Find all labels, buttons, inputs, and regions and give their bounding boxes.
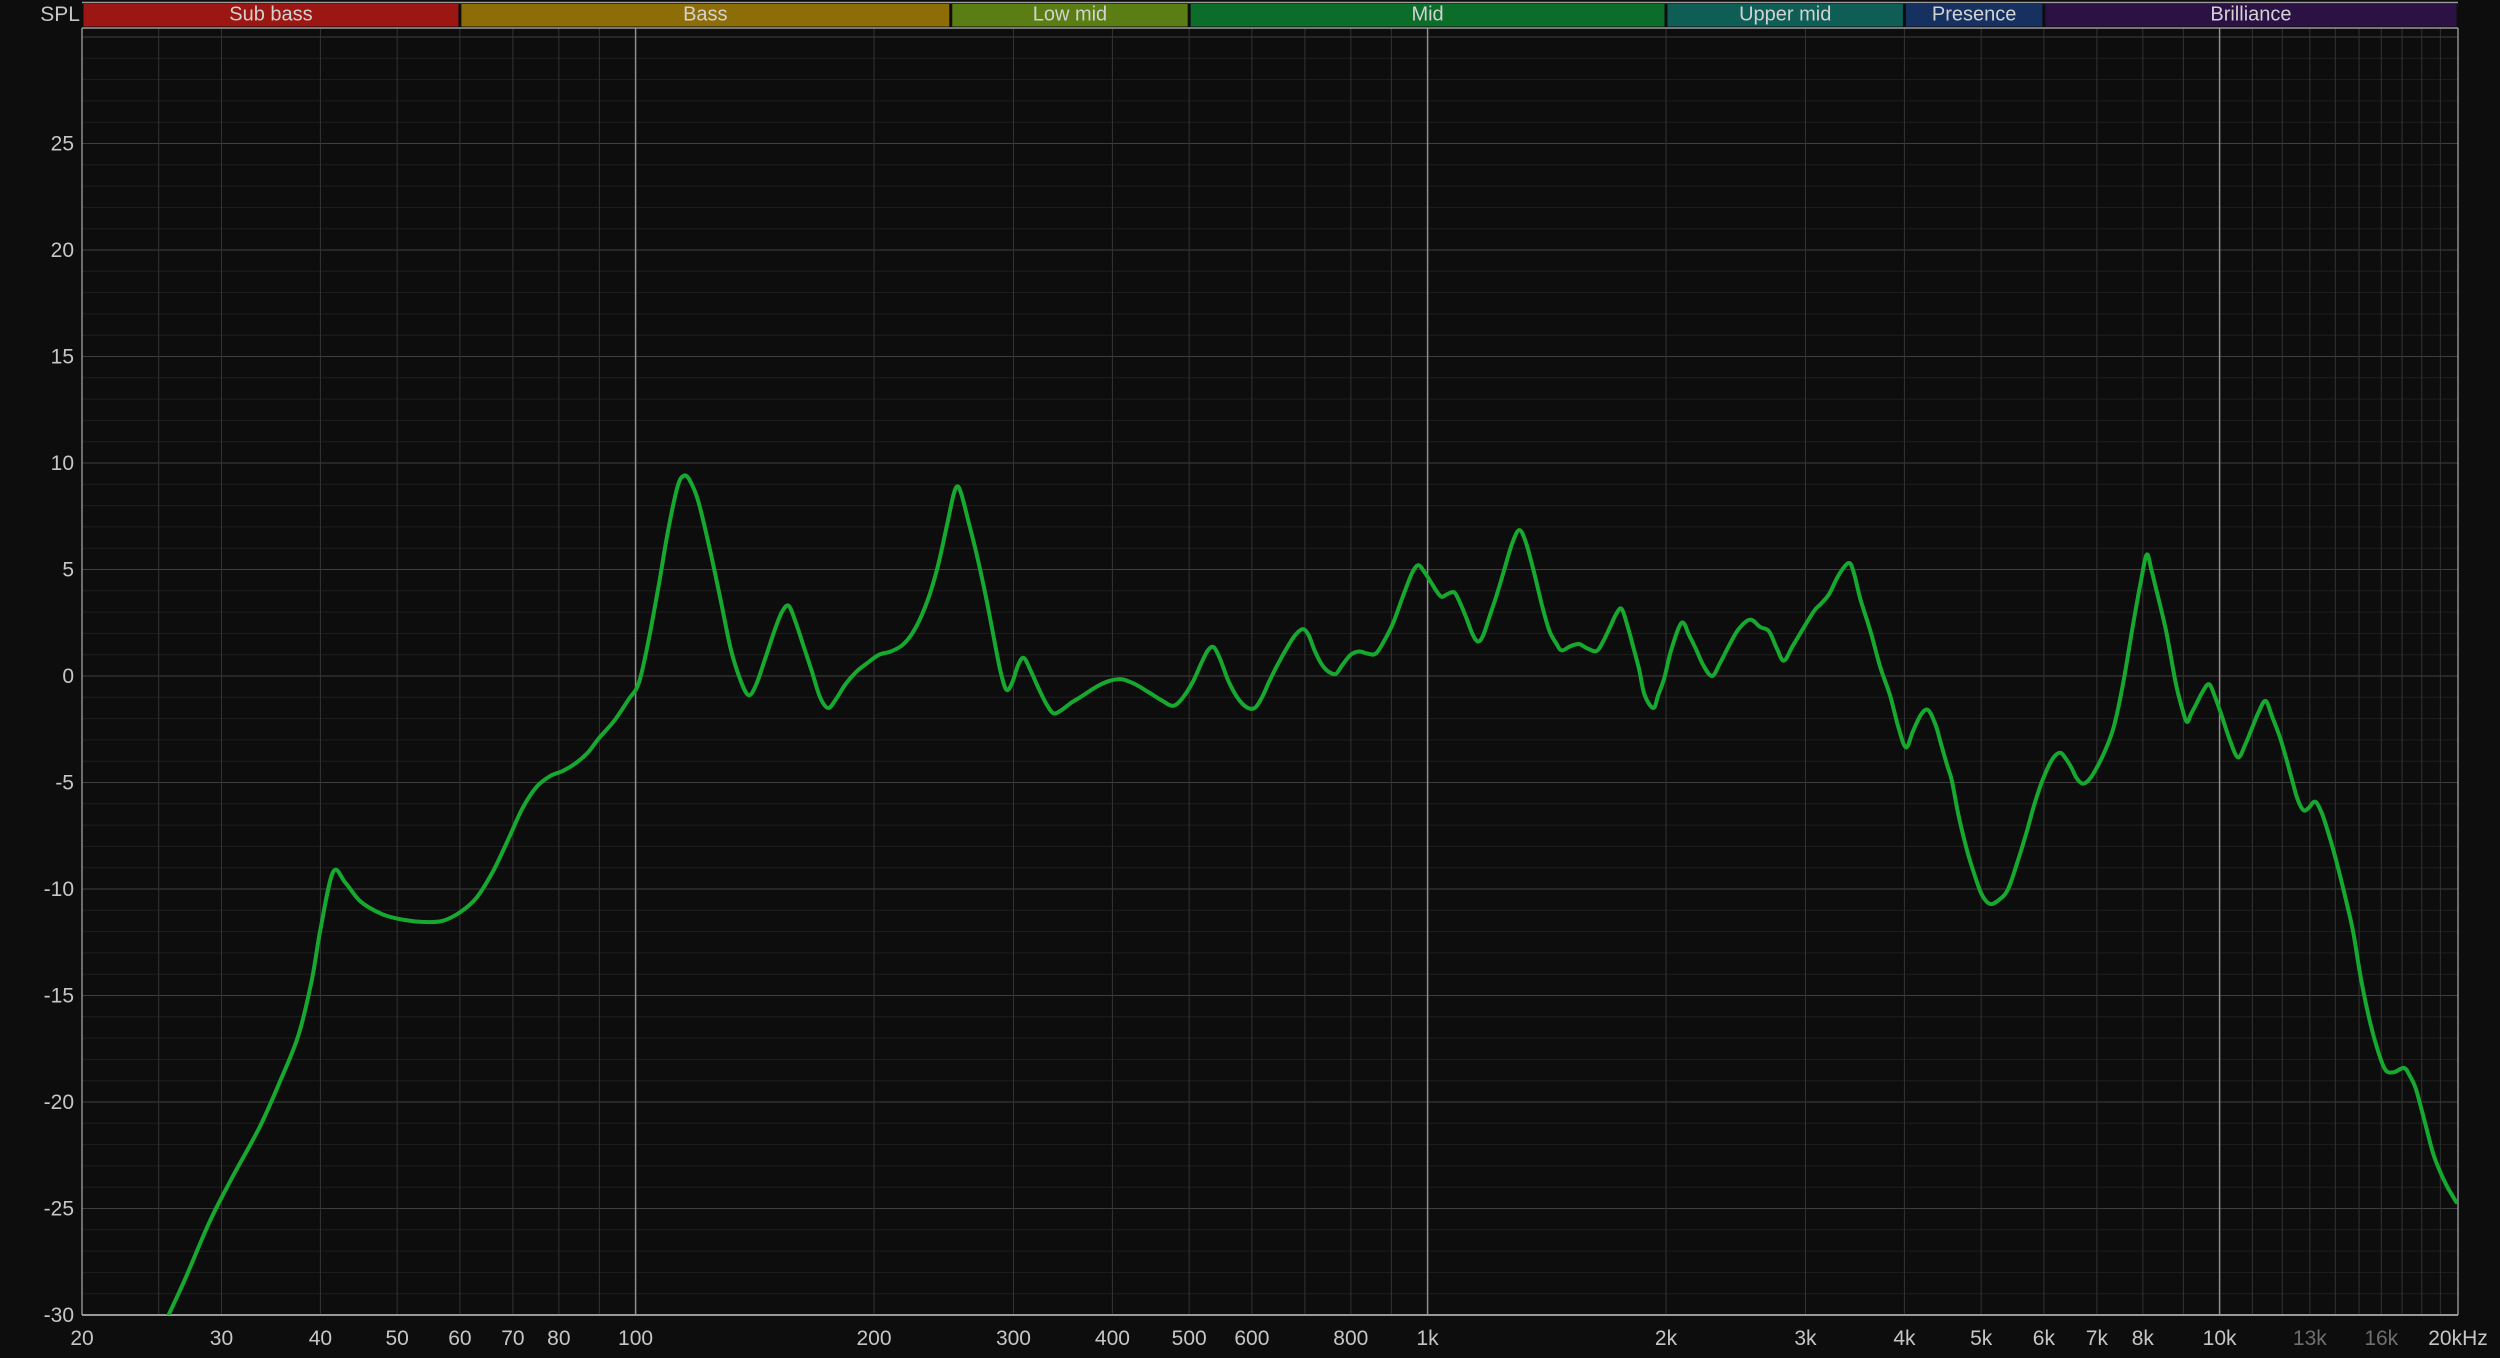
x-axis-tick-label: 600 [1234,1327,1269,1350]
x-axis-tick-label: 8k [2132,1327,2155,1350]
y-axis-label: 0 [62,665,74,688]
x-axis-tick-label: 7k [2086,1327,2109,1350]
band-brilliance [2045,4,2457,27]
x-axis-tick-label: 6k [2033,1327,2056,1350]
x-axis-tick-label: 1k [1416,1327,1439,1350]
band-presence [1905,4,2043,27]
x-axis-tick-label: 20kHz [2428,1327,2488,1350]
y-axis-label: -10 [44,878,74,901]
grid [81,28,2459,1316]
x-axis-tick-label: 40 [309,1327,332,1350]
x-axis-tick-label: 50 [385,1327,408,1350]
band-label: Presence [1932,4,2017,26]
y-axis-label: -20 [44,1091,74,1114]
x-axis-tick-label: 300 [996,1327,1031,1350]
y-axis-label: 25 [51,133,74,156]
band-label: Mid [1411,4,1443,26]
band-label: Low mid [1033,4,1107,26]
y-axis-label: -30 [44,1304,74,1327]
x-axis-tick-label: 60 [448,1327,471,1350]
x-axis-tick-label: 5k [1970,1327,1993,1350]
x-axis-tick-label: 500 [1172,1327,1207,1350]
x-axis-tick-label: 4k [1893,1327,1916,1350]
x-axis-tick-label: 3k [1794,1327,1817,1350]
plot-area[interactable] [82,28,2458,1315]
y-axis-label: -15 [44,985,74,1008]
y-axis: 25 20 15 10 5 0 -5 -10 -15 -20 -25 -30 [44,133,74,1328]
frequency-band-strip: Sub bass Bass Low mid Mid Upper mid Presence B… [82,1,2458,29]
band-label: Brilliance [2210,4,2291,26]
y-axis-label: -25 [44,1198,74,1221]
y-axis-label: 15 [51,346,74,369]
x-axis-tick-label: 13k [2293,1327,2327,1350]
spl-axis-title: SPL [40,3,80,26]
band-low-mid [952,4,1188,27]
x-axis-tick-label: 2k [1655,1327,1678,1350]
y-axis-label: 10 [51,452,74,475]
x-axis-tick-label: 100 [618,1327,653,1350]
x-axis-tick-label: 10k [2203,1327,2237,1350]
band-label: Upper mid [1739,4,1831,26]
band-upper-mid [1667,4,1903,27]
x-axis-tick-label: 400 [1095,1327,1130,1350]
band-mid [1190,4,1665,27]
x-axis-tick-label: 800 [1333,1327,1368,1350]
x-axis-tick-label: 70 [501,1327,524,1350]
x-axis-tick-label: 20 [70,1327,93,1350]
x-axis-tick-label: 200 [856,1327,891,1350]
band-label: Bass [683,4,727,26]
band-bass [461,4,950,27]
y-axis-label: 5 [62,559,74,582]
y-axis-label: 20 [51,239,74,262]
x-axis: 20 30 40 50 60 70 80 100 200 300 400 500 600 800 1k 2k 3… [70,1327,2487,1350]
y-axis-label: -5 [55,772,74,795]
x-axis-tick-label: 16k [2364,1327,2398,1350]
x-axis-tick-label: 80 [547,1327,570,1350]
band-sub-bass [83,4,459,27]
response-curve [166,473,2458,1315]
x-axis-tick-label: 30 [210,1327,233,1350]
band-label: Sub bass [229,4,312,26]
